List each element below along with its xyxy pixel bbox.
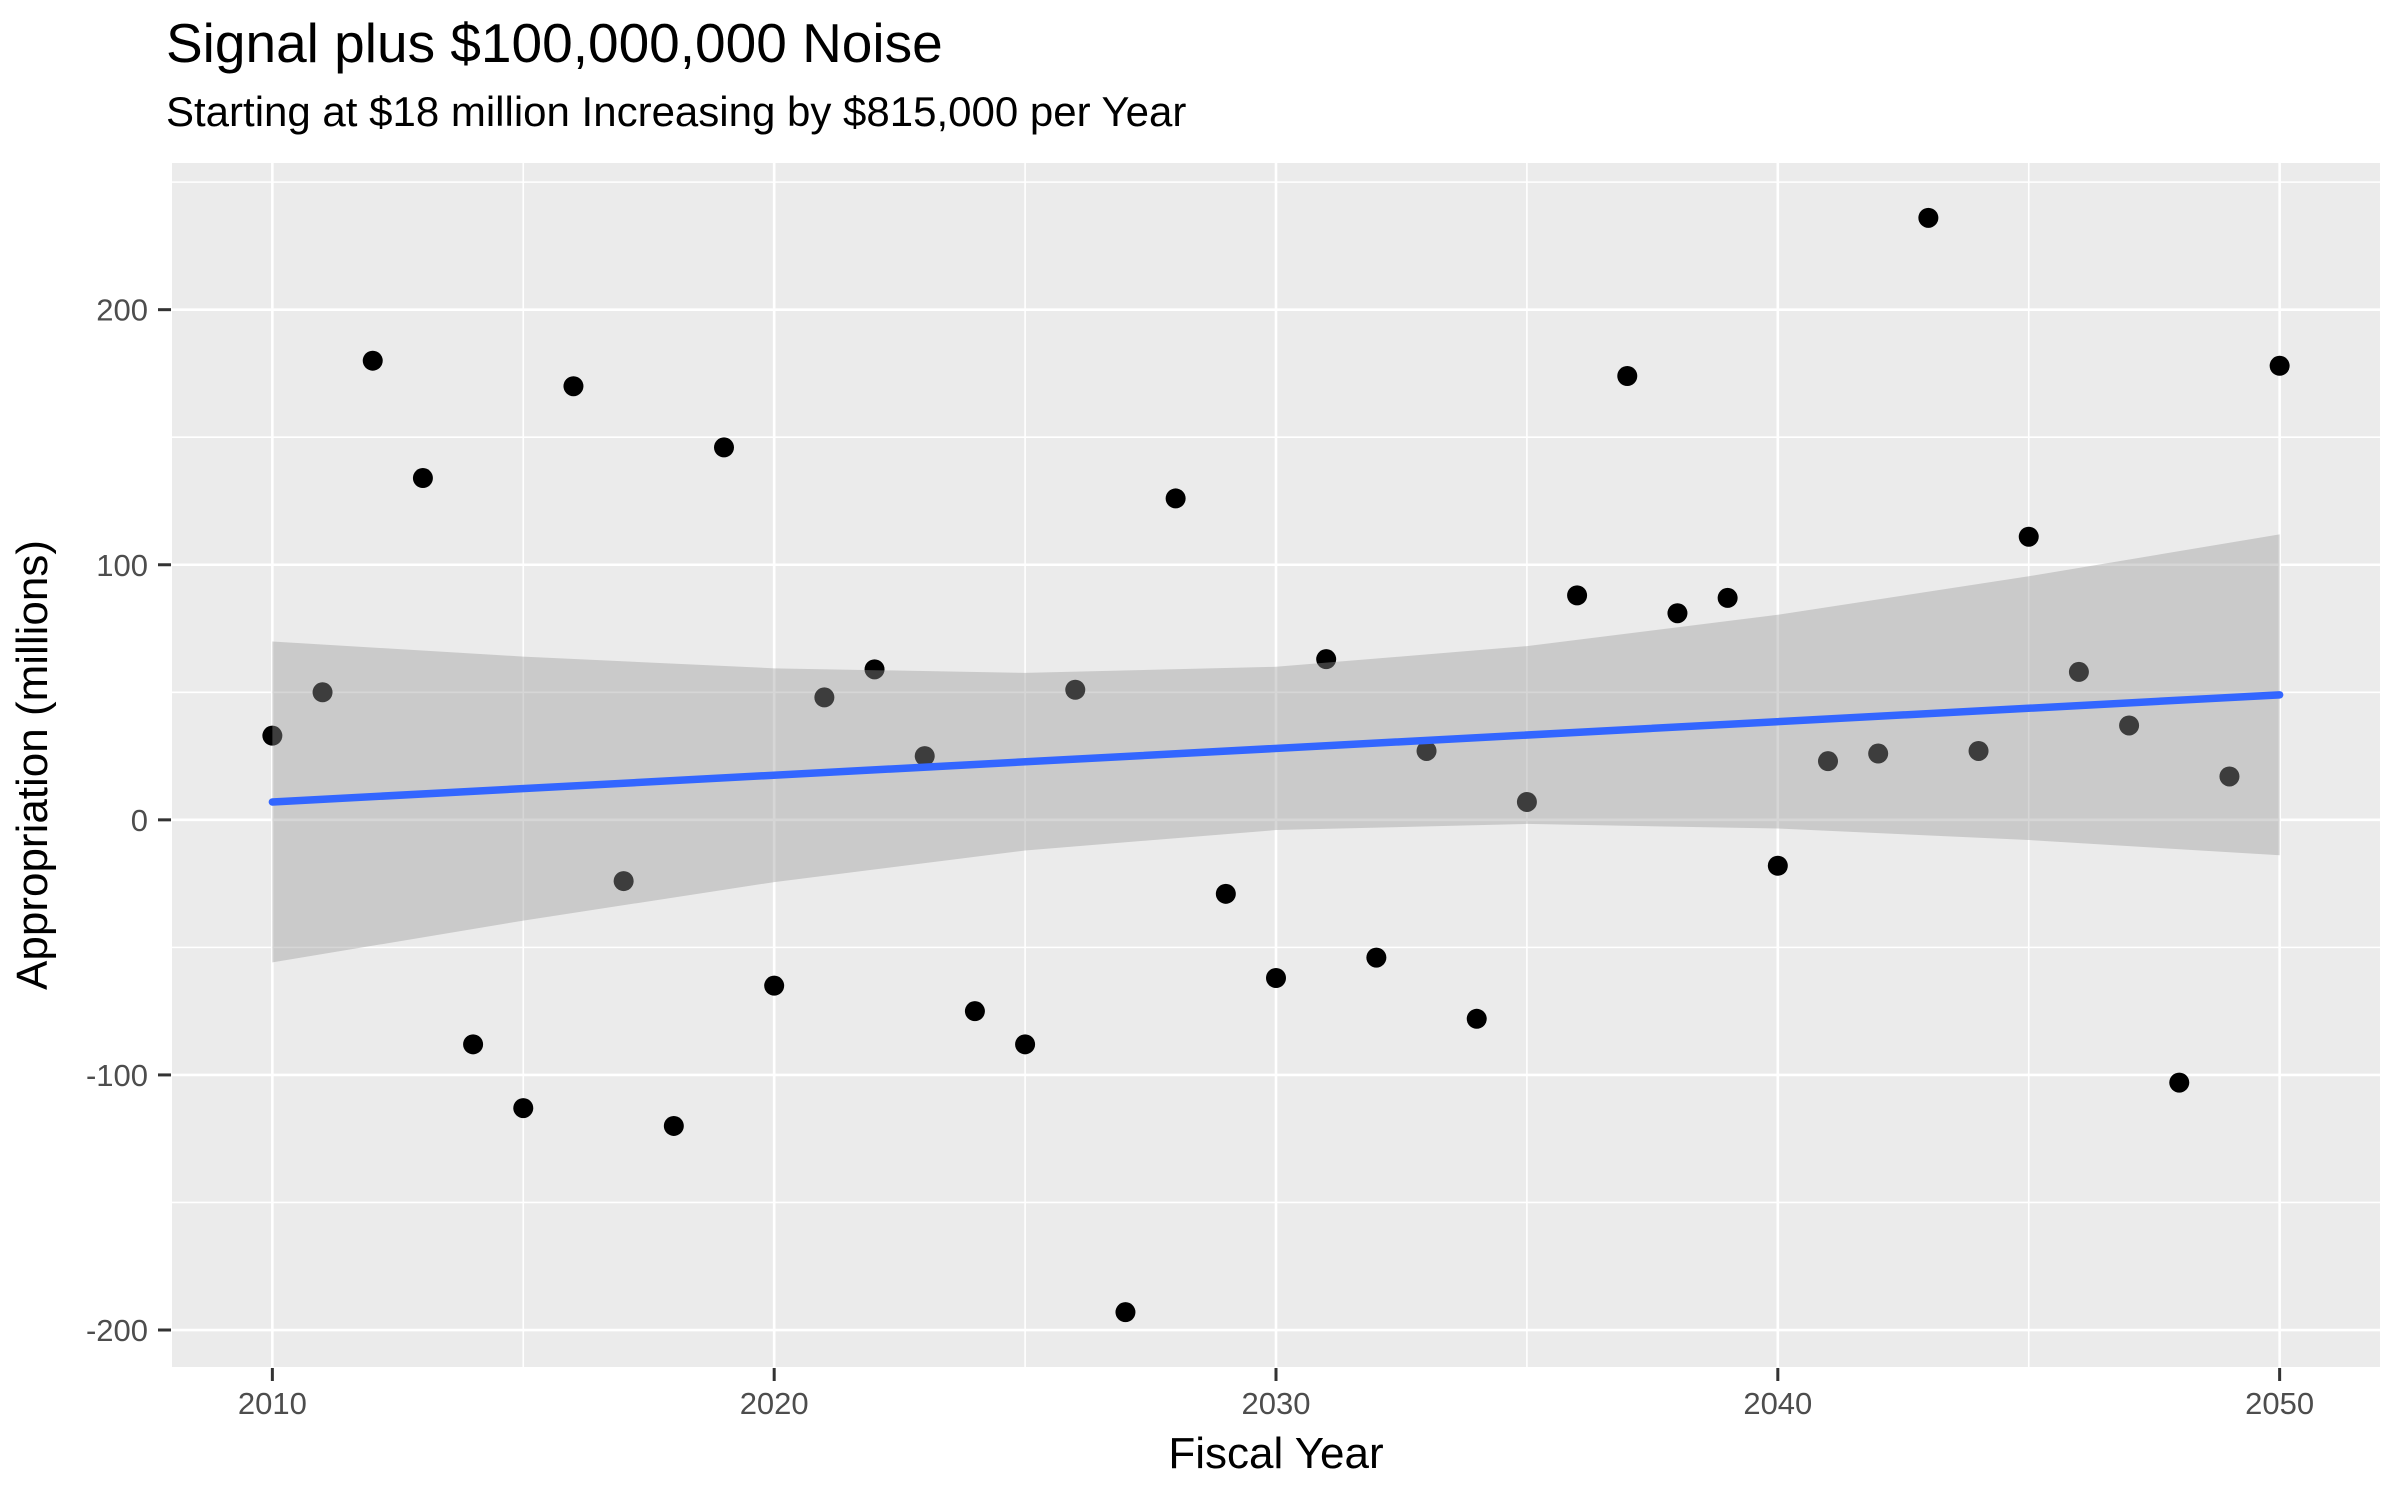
axis-tick-marks (158, 308, 2282, 1381)
axis-tick-labels: 2010 2020 2030 2040 2050 -200 -100 0 100 200 (86, 293, 2314, 1421)
y-tick-label: 0 (131, 803, 148, 838)
x-axis-title: Fiscal Year (1168, 1429, 1383, 1478)
data-point (1316, 649, 1337, 670)
data-point (1667, 603, 1688, 624)
data-point (1918, 207, 1939, 228)
data-point (2269, 355, 2290, 376)
data-point (463, 1034, 484, 1055)
data-point (1416, 740, 1437, 761)
data-point (1215, 883, 1236, 904)
trend-line (268, 691, 2284, 806)
data-point (1567, 585, 1588, 606)
data-point (513, 1098, 534, 1119)
y-tick-label: -200 (86, 1313, 148, 1348)
data-point (714, 437, 734, 458)
y-axis-title: Appropriation (millions) (8, 540, 57, 990)
x-tick-label: 2020 (740, 1386, 809, 1421)
data-point (864, 659, 885, 680)
data-point (613, 871, 634, 892)
data-point (1366, 947, 1387, 968)
data-point (1015, 1034, 1036, 1055)
gridlines-major (172, 163, 2380, 1367)
chart-title: Signal plus $100,000,000 Noise (166, 12, 943, 74)
data-point (312, 682, 333, 703)
data-point (1868, 743, 1889, 764)
data-point (2219, 766, 2240, 787)
data-point (1165, 488, 1186, 509)
data-point (914, 746, 935, 767)
data-point (2068, 661, 2089, 682)
x-tick-label: 2040 (1743, 1386, 1812, 1421)
data-point (262, 725, 283, 746)
data-point (1466, 1008, 1487, 1029)
data-point (1516, 791, 1537, 812)
data-point (1767, 855, 1788, 876)
x-tick-label: 2010 (238, 1386, 307, 1421)
data-point (1818, 751, 1838, 772)
data-point (2119, 715, 2140, 736)
data-point (1617, 365, 1638, 386)
data-point (663, 1115, 684, 1136)
data-point (412, 468, 433, 489)
data-point (1065, 679, 1086, 700)
x-tick-label: 2030 (1242, 1386, 1311, 1421)
data-point (2018, 526, 2039, 547)
y-tick-label: -100 (86, 1058, 148, 1093)
y-tick-label: 100 (96, 548, 148, 583)
data-points-layer (262, 207, 2290, 1323)
data-point (964, 1001, 985, 1022)
data-point (764, 975, 785, 996)
data-point (362, 350, 383, 371)
data-point (1717, 587, 1738, 608)
data-point (1266, 967, 1286, 988)
data-point (1968, 740, 1989, 761)
data-point (2169, 1072, 2190, 1093)
data-point (814, 687, 835, 708)
data-point (1115, 1302, 1136, 1323)
chart-subtitle: Starting at $18 million Increasing by $8… (166, 88, 1186, 135)
x-tick-label: 2050 (2245, 1386, 2314, 1421)
y-tick-label: 200 (96, 293, 148, 328)
data-point (563, 376, 584, 397)
